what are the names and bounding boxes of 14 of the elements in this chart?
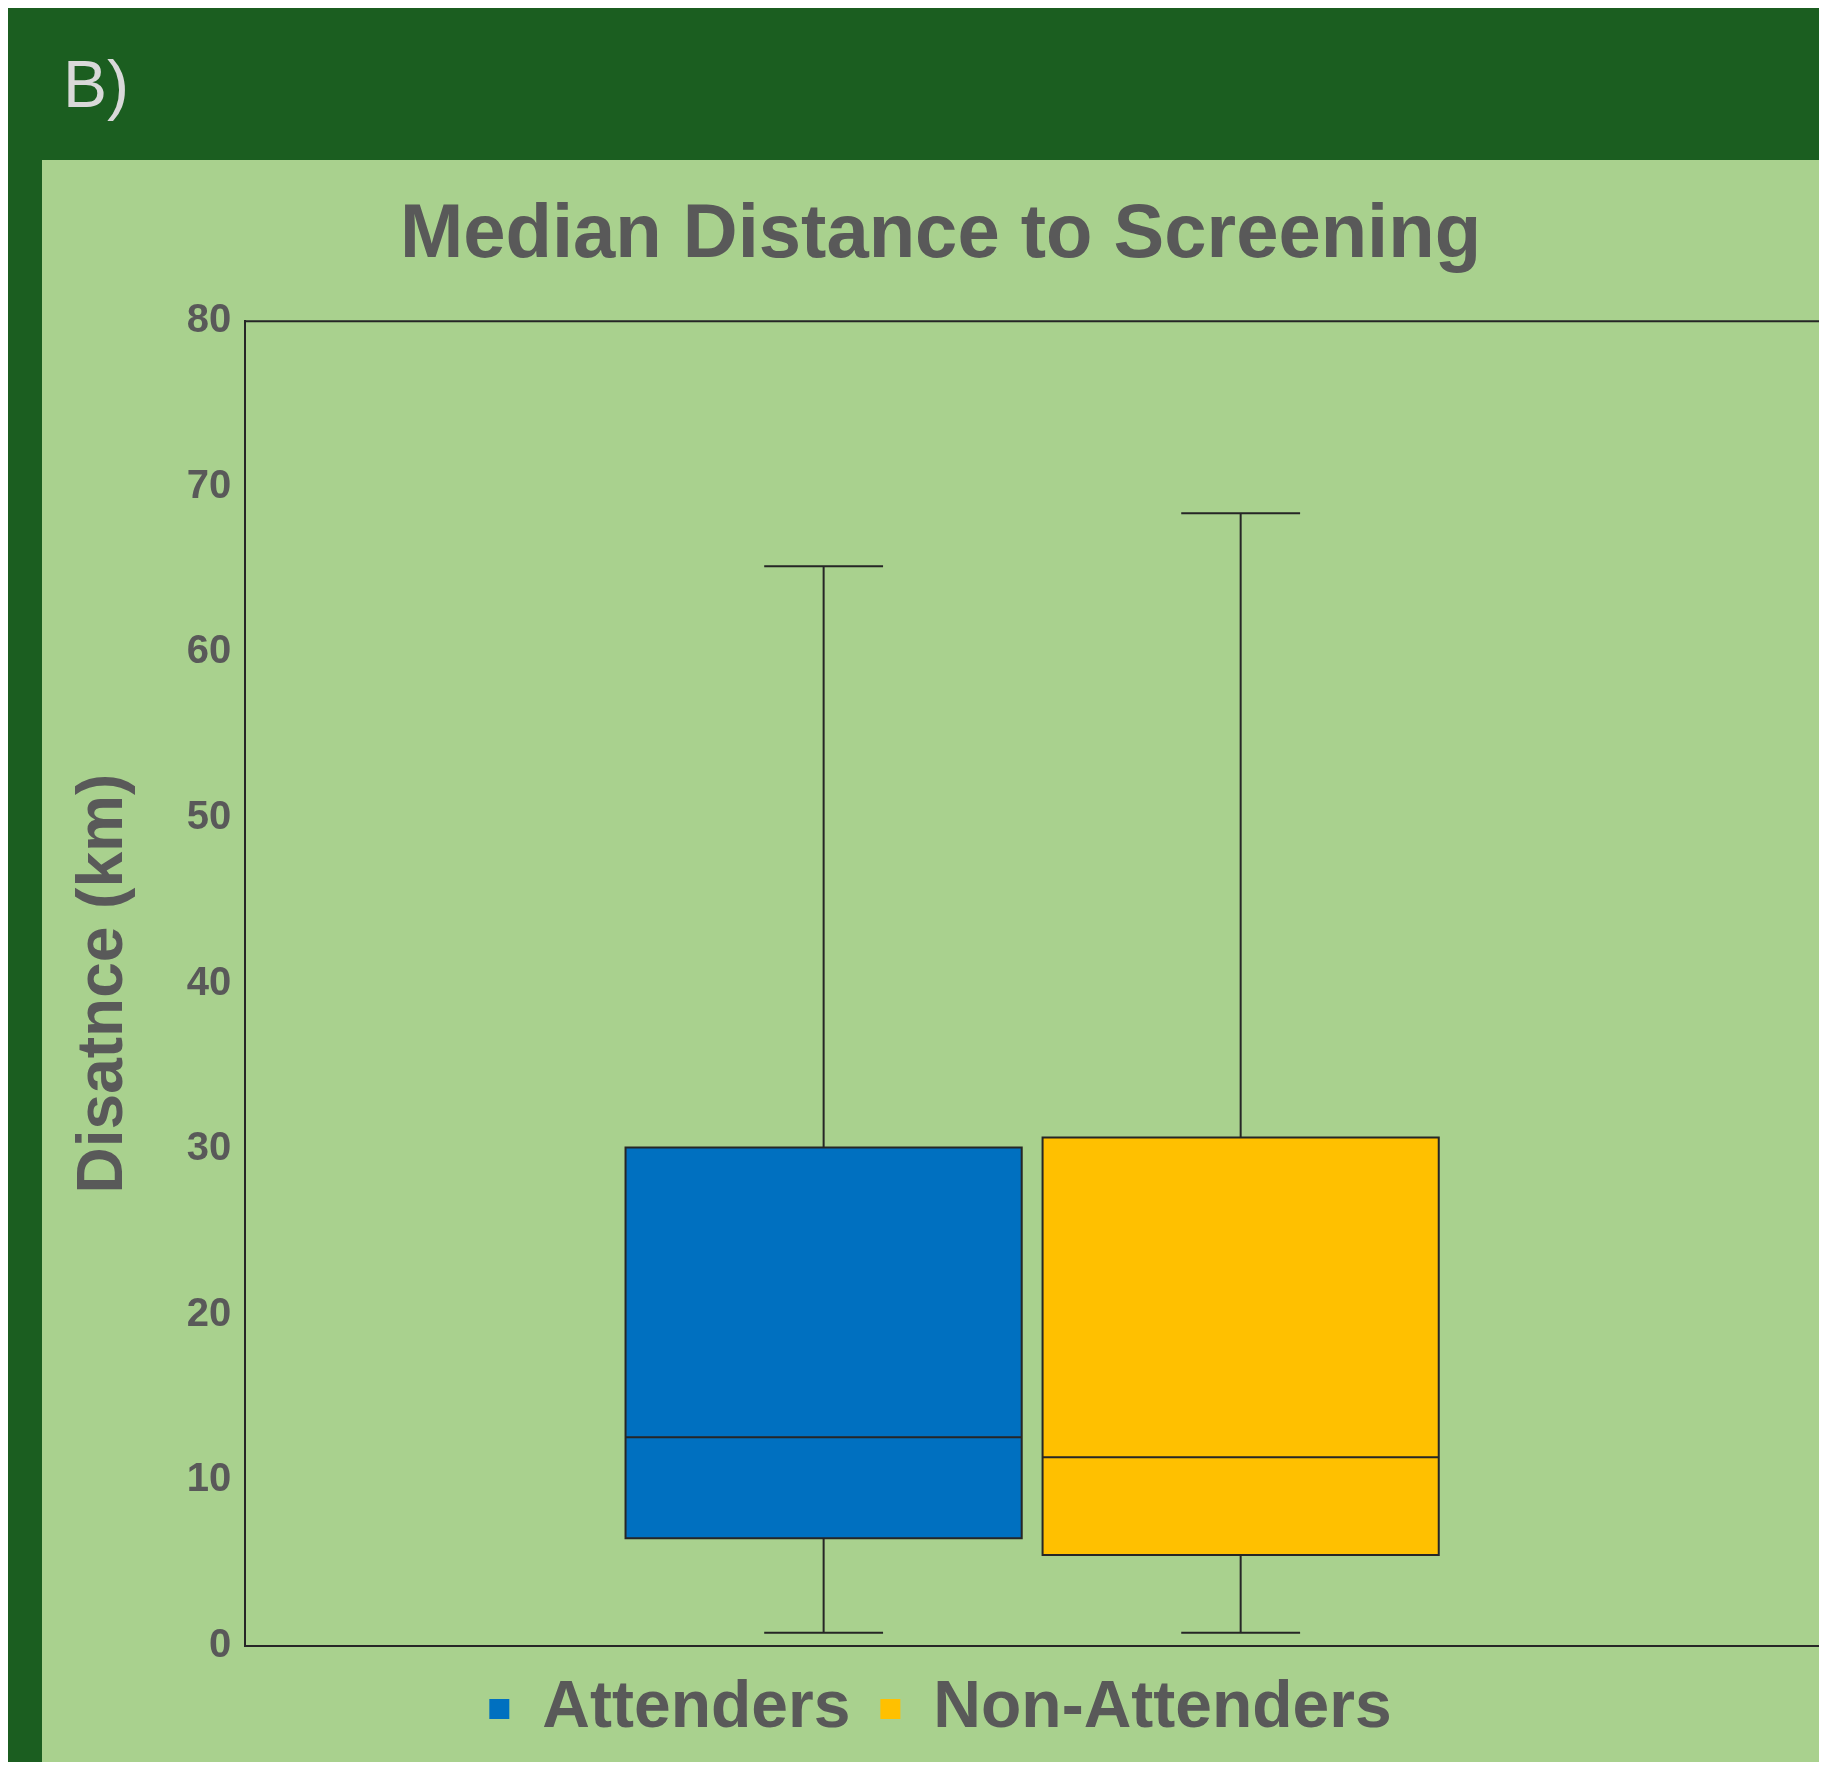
text: B) <box>63 46 129 122</box>
y-tick-label: 50 <box>186 793 232 838</box>
y-tick-label: 70 <box>186 461 232 506</box>
y-tick-label: 40 <box>186 958 232 1003</box>
legend-label: Attenders <box>542 1667 851 1742</box>
chart-title: Median Distance to Screening <box>399 187 1482 273</box>
y-tick-label: 60 <box>186 627 232 672</box>
y-tick-label: 80 <box>186 296 232 341</box>
y-tick-label: 20 <box>186 1289 232 1334</box>
y-tick-label: 30 <box>186 1124 232 1169</box>
y-tick-label: 10 <box>186 1455 232 1500</box>
legend-label: Non-Attenders <box>933 1667 1392 1742</box>
y-tick-label: 0 <box>209 1621 232 1666</box>
y-axis-title: Disatnce (km) <box>64 773 137 1194</box>
